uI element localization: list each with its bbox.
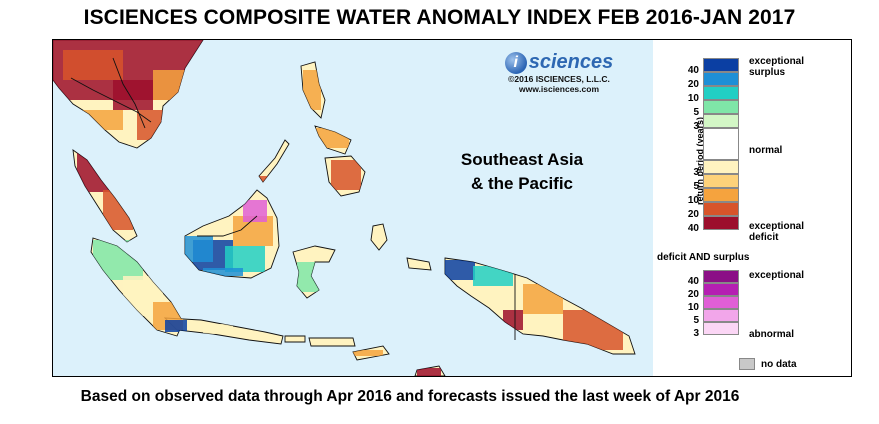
legend-deficit-swatch-5	[703, 174, 739, 188]
legend-swatch-normal	[703, 128, 739, 160]
anomaly-patch	[185, 236, 213, 262]
anomaly-patch	[113, 80, 153, 110]
legend-both-number-20: 20	[687, 289, 699, 300]
logo-i-mark: i	[504, 51, 527, 74]
legend-swatch-no-data	[739, 358, 755, 370]
legend-both-number-5: 5	[693, 315, 699, 326]
border-mainland-2	[112, 57, 146, 129]
legend-both-exceptional: exceptional	[749, 270, 805, 281]
legend-deficit-swatch-20	[703, 202, 739, 216]
legend-surplus-number-20: 20	[687, 79, 699, 90]
legend-surplus-swatch-20	[703, 72, 739, 86]
legend-both-swatch-20	[703, 283, 739, 296]
footer-note: Based on observed data through Apr 2016 …	[80, 388, 740, 405]
legend-surplus-swatch-40	[703, 58, 739, 72]
region-label-line2: & the Pacific	[470, 174, 574, 193]
region-label-line1: Southeast Asia	[460, 150, 584, 169]
legend-deficit-number-3: 3	[693, 167, 699, 178]
legend-label-deficit: deficit	[749, 232, 779, 243]
legend-surplus-swatch-10	[703, 86, 739, 100]
legend-surplus-swatch-3	[703, 114, 739, 128]
legend-both-number-3: 3	[693, 328, 699, 339]
anomaly-patch	[203, 324, 233, 334]
map-title: ISCIENCES COMPOSITE WATER ANOMALY INDEX …	[83, 6, 796, 29]
legend-deficit-swatch-40	[703, 216, 739, 230]
anomaly-patch	[417, 368, 441, 376]
border-borneo	[197, 215, 258, 237]
legend-exceptional-surplus: exceptional surplus	[749, 56, 804, 78]
legend-deficit-number-10: 10	[687, 195, 699, 206]
borders	[70, 57, 516, 340]
legend-both-number-40: 40	[687, 276, 699, 287]
logo-brand-text: sciences	[528, 51, 614, 73]
logo-website: www.isciences.com	[519, 84, 599, 94]
legend-deficit-number-40: 40	[687, 223, 699, 234]
legend-both-swatch-10	[703, 296, 739, 309]
land-bali-lombok	[284, 335, 306, 343]
region-label: Southeast Asia & the Pacific	[437, 148, 607, 196]
anomaly-patch	[243, 200, 267, 222]
legend-normal: normal	[749, 145, 783, 156]
legend-surplus-number-5: 5	[693, 107, 699, 118]
land-halmahera	[370, 223, 388, 251]
logo-copyright: ©2016 ISCIENCES, L.L.C.	[508, 74, 610, 84]
legend-surplus-number-3: 3	[693, 121, 699, 132]
legend-surplus-number-40: 40	[687, 65, 699, 76]
anomaly-patch	[203, 268, 243, 276]
anomaly-patch	[331, 160, 361, 190]
border-mainland-1	[70, 77, 152, 123]
legend-both-abnormal: abnormal	[749, 329, 795, 340]
legend-both-swatch-5	[703, 309, 739, 322]
anomaly-patch	[473, 266, 513, 286]
anomaly-patch	[353, 350, 383, 356]
legend-deficit-number-5: 5	[693, 181, 699, 192]
land-seram	[406, 257, 432, 271]
map-frame: i sciences ©2016 ISCIENCES, L.L.C. www.i…	[52, 39, 852, 377]
legend-deficit-number-20: 20	[687, 209, 699, 220]
anomaly-patch	[63, 50, 123, 80]
legend-both-swatch-40	[703, 270, 739, 283]
legend-exceptional-deficit: exceptional deficit	[749, 221, 804, 243]
anomaly-patch	[303, 70, 321, 110]
legend-both-swatch-3	[703, 322, 739, 335]
legend-label-exceptional: exceptional	[749, 56, 805, 67]
legend-no-data: no data	[761, 359, 797, 370]
anomaly-patch	[445, 260, 475, 280]
anomaly-patch	[225, 246, 265, 272]
isciences-logo: i sciences ©2016 ISCIENCES, L.L.C. www.i…	[494, 51, 624, 94]
legend-both-number-10: 10	[687, 302, 699, 313]
anomaly-map	[53, 40, 653, 376]
anomaly-patch	[165, 320, 187, 332]
legend-deficit-swatch-10	[703, 188, 739, 202]
legend-both-heading: deficit AND surplus	[657, 252, 750, 263]
legend-label-surplus: surplus	[749, 67, 786, 78]
legend-surplus-swatch-5	[703, 100, 739, 114]
land-sumbawa-flores	[308, 337, 356, 347]
legend-surplus-number-10: 10	[687, 93, 699, 104]
legend-deficit-swatch-3	[703, 160, 739, 174]
legend: return period (years) 40 20 10 5 3 exception…	[653, 40, 851, 376]
legend-label-exceptional-deficit: exceptional	[749, 221, 805, 232]
